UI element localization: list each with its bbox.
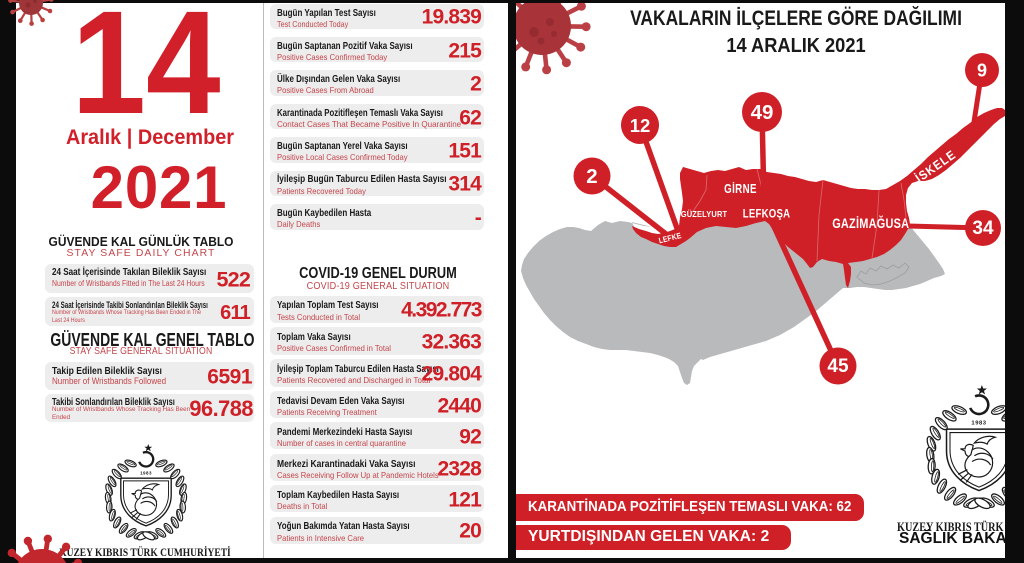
svg-text:9: 9	[977, 61, 987, 81]
svg-text:49: 49	[751, 101, 774, 124]
svg-text:GAZİMAĞUSA: GAZİMAĞUSA	[832, 215, 909, 231]
svg-text:12: 12	[630, 115, 651, 136]
svg-text:GİRNE: GİRNE	[724, 182, 757, 197]
svg-text:45: 45	[827, 356, 849, 377]
svg-text:2: 2	[586, 165, 597, 188]
svg-text:34: 34	[972, 218, 994, 239]
svg-text:LEFKOŞA: LEFKOŞA	[743, 207, 791, 220]
svg-text:GÜZELYURT: GÜZELYURT	[681, 210, 728, 220]
svg-text:1983: 1983	[971, 420, 986, 426]
svg-text:1983: 1983	[140, 471, 152, 476]
